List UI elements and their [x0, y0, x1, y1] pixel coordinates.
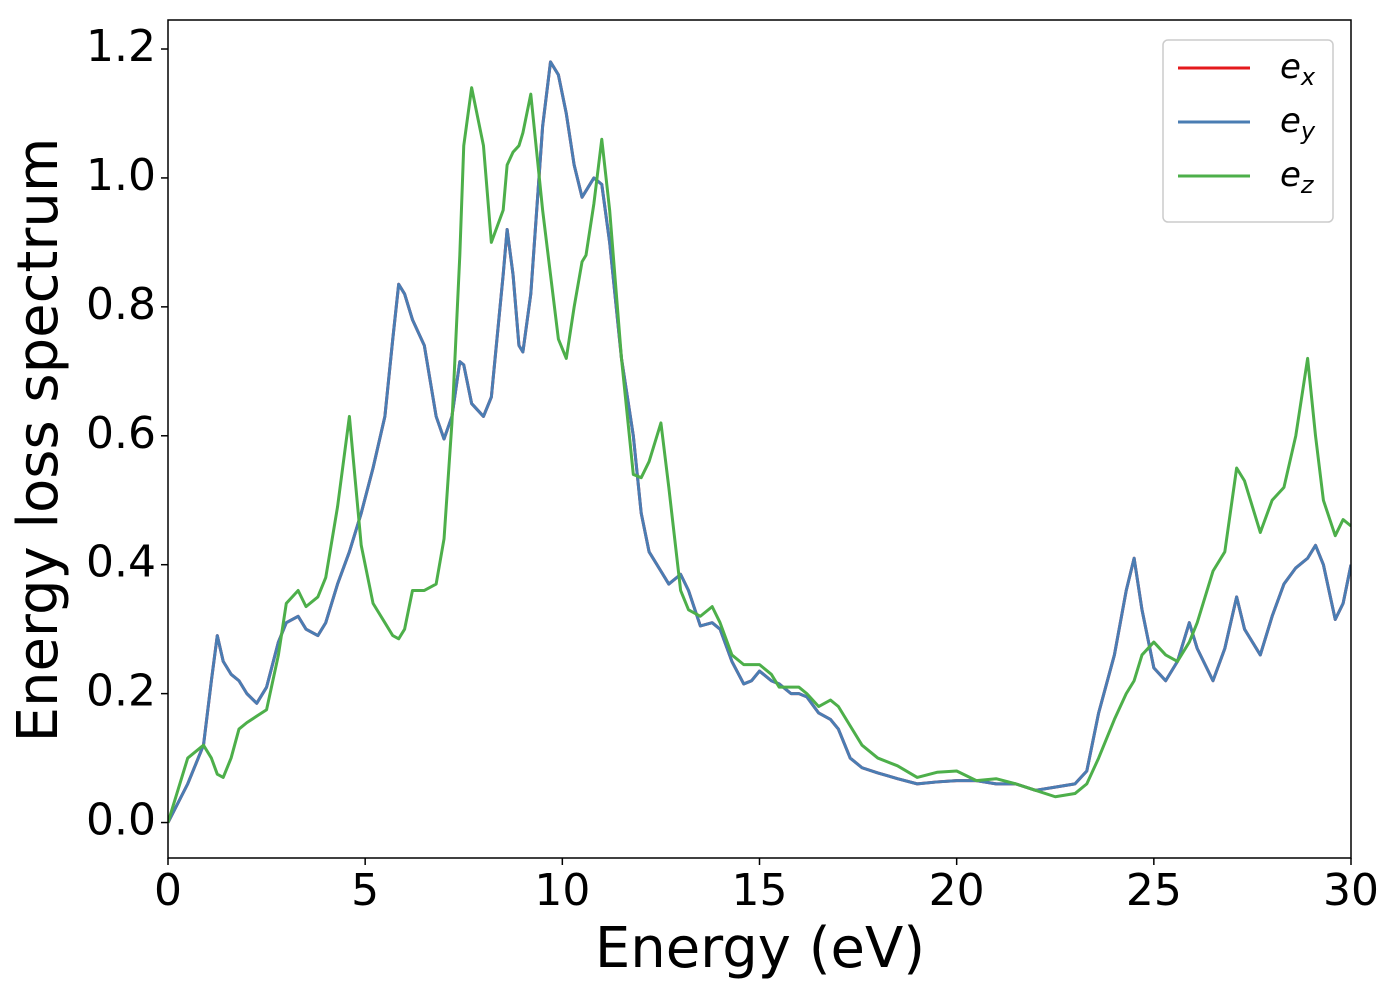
y-axis-label: Energy loss spectrum [6, 138, 71, 743]
legend-label: ey [1280, 101, 1316, 146]
x-tick-label: 5 [351, 865, 379, 916]
x-tick-label: 0 [154, 865, 182, 916]
y-tick-label: 0.0 [86, 795, 156, 846]
x-axis-label: Energy (eV) [595, 916, 925, 981]
series-line [168, 60, 1351, 824]
plot-frame [167, 19, 1352, 859]
x-tick-label: 30 [1323, 865, 1379, 916]
x-tick-label: 25 [1126, 865, 1182, 916]
x-tick-label: 10 [534, 865, 590, 916]
x-tick-label: 15 [732, 865, 788, 916]
y-tick-label: 1.0 [86, 150, 156, 201]
series-line [168, 86, 1351, 823]
legend-label: ez [1280, 155, 1315, 200]
y-tick-label: 1.2 [86, 21, 156, 72]
y-tick-label: 0.8 [86, 279, 156, 330]
y-tick-label: 0.4 [86, 537, 156, 588]
legend-label: ex [1280, 47, 1316, 92]
y-tick-label: 0.2 [86, 666, 156, 717]
y-tick-label: 0.6 [86, 408, 156, 459]
x-tick-label: 20 [929, 865, 985, 916]
